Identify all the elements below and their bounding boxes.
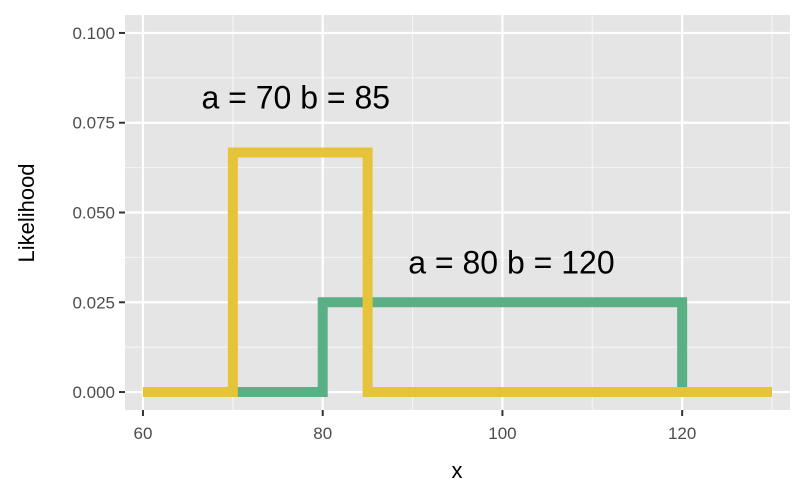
series-annotation-1: a = 80 b = 120 <box>408 245 614 281</box>
annotation-layer: a = 70 b = 85 a = 80 b = 120 <box>201 79 614 280</box>
y-axis: 0.000 0.025 0.050 0.075 0.100 <box>72 24 125 402</box>
x-tick-label: 120 <box>668 424 696 443</box>
x-tick-label: 80 <box>313 424 332 443</box>
series-line-1 <box>142 147 773 398</box>
series-annotation-0: a = 70 b = 85 <box>201 79 390 115</box>
x-axis: 60 80 100 120 <box>134 410 696 443</box>
y-tick-label: 0.000 <box>72 383 115 402</box>
x-tick-label: 100 <box>488 424 516 443</box>
x-tick-label: 60 <box>134 424 153 443</box>
y-tick-label: 0.075 <box>72 114 115 133</box>
y-tick-label: 0.050 <box>72 204 115 223</box>
x-axis-title: x <box>452 458 463 483</box>
series-layer <box>142 147 773 398</box>
y-tick-label: 0.100 <box>72 24 115 43</box>
y-tick-label: 0.025 <box>72 293 115 312</box>
y-axis-title: Likelihood <box>14 163 39 262</box>
